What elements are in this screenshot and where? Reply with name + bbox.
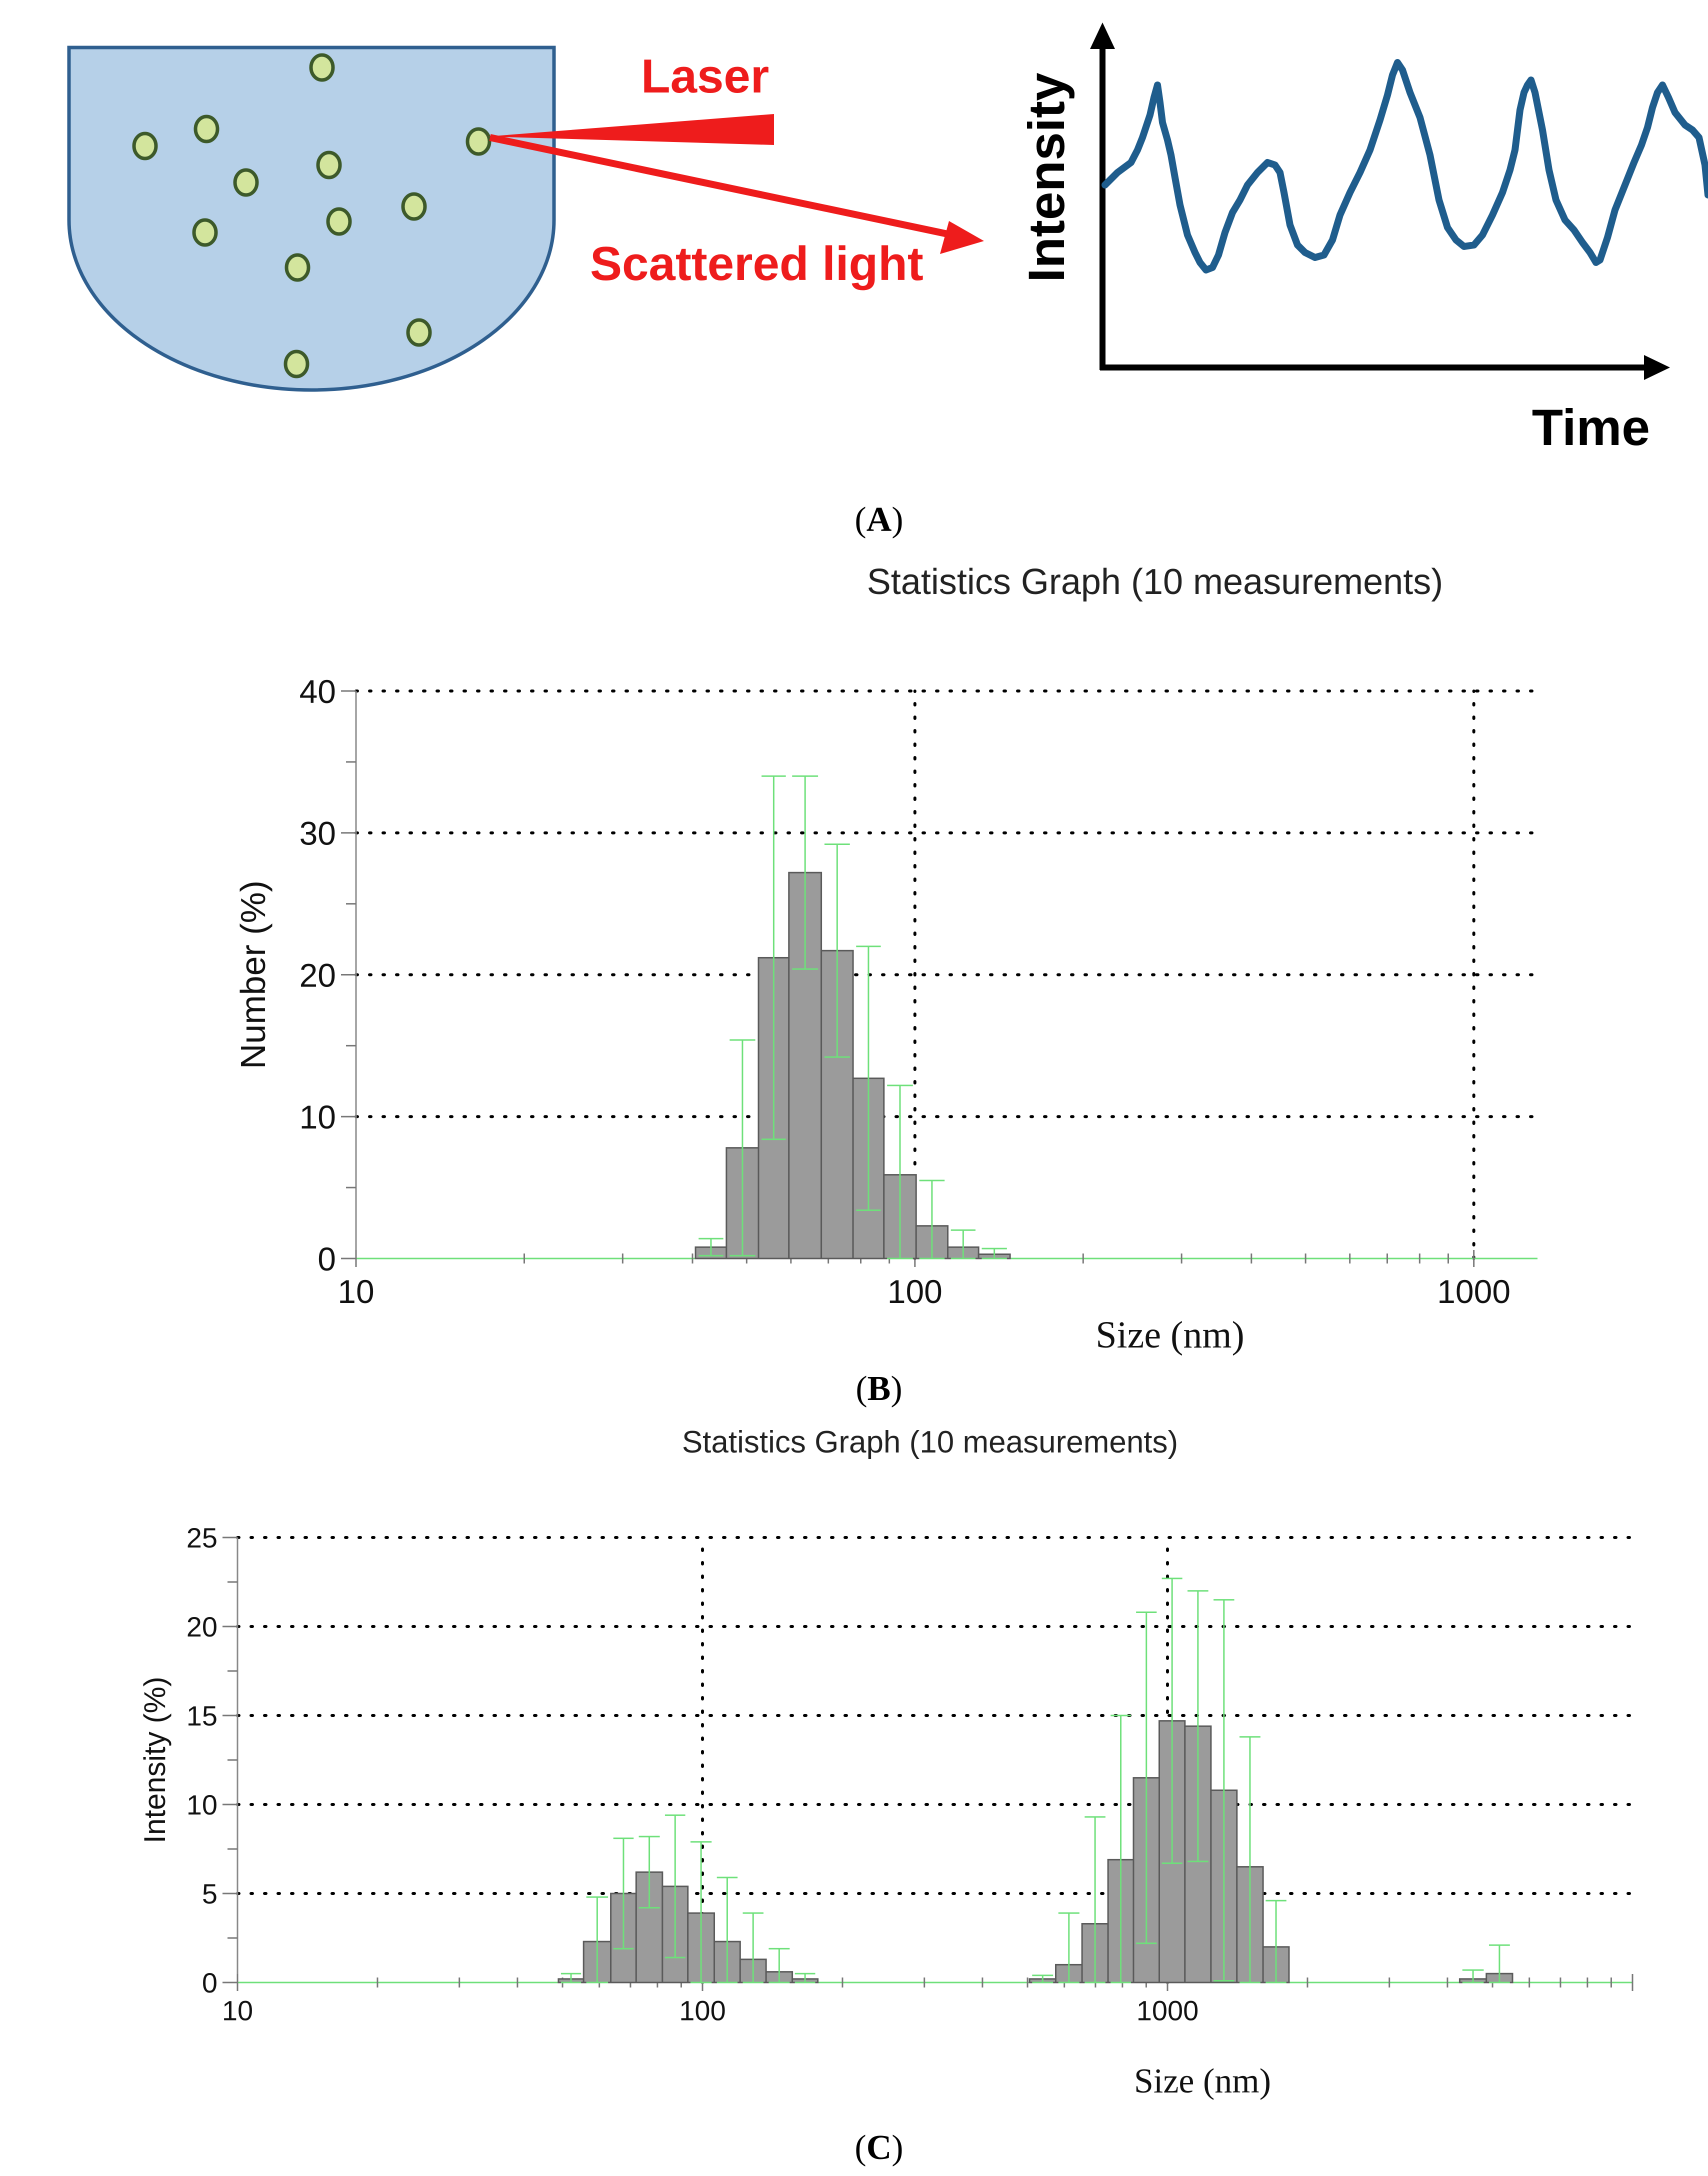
scattered-light-arrowhead [940,221,984,254]
particle [132,132,158,160]
y-tick-label: 10 [300,1098,336,1136]
time-axis-label: Time [1532,399,1650,456]
particle [326,207,352,236]
x-tick-label: 10 [222,1995,253,2026]
laser-beam [488,114,774,145]
particle [401,192,427,221]
sample-container [67,46,556,392]
y-tick-label: 25 [186,1522,218,1554]
particle [233,168,259,197]
particle [309,53,335,82]
particle [194,114,220,144]
y-tick-label: 0 [202,1967,218,1998]
particle [192,218,218,247]
scattered-light-label: Scattered light [590,237,924,290]
y-tick-label: 20 [300,956,336,994]
y-tick-label: 15 [186,1700,218,1732]
x-tick-label: 100 [888,1273,942,1310]
x-tick-label: 1000 [1136,1995,1199,2026]
intensity-axis-arrowhead [1090,22,1115,49]
y-tick-label: 5 [202,1878,218,1910]
particles-group [132,53,492,378]
intensity-axis-label: Intensity [1018,72,1075,282]
particle [284,350,310,378]
y-axis-label: Number (%) [234,880,272,1069]
x-axis-label: Size (nm) [1134,2062,1271,2100]
particle [316,150,342,180]
particle [466,127,492,156]
x-axis-label: Size (nm) [1096,1314,1244,1356]
particle [284,253,310,282]
panel-a-schematic: Laser Scattered light Intensity Time [67,22,1708,456]
panel-a-caption: (A) [854,500,903,539]
scattered-light-arrow [489,134,948,238]
y-tick-label: 30 [300,815,336,852]
chart-title: Statistics Graph (10 measurements) [867,562,1443,602]
particle [406,318,432,347]
number-distribution-chart: Statistics Graph (10 measurements)010203… [234,562,1539,1356]
x-tick-label: 100 [679,1995,726,2026]
y-tick-label: 40 [300,673,336,710]
panel-b-caption: (B) [856,1370,902,1408]
chart-title: Statistics Graph (10 measurements) [682,1425,1178,1460]
x-tick-label: 1000 [1437,1273,1510,1310]
intensity-trace [1102,59,1708,274]
x-tick-label: 10 [338,1273,374,1310]
panel-c-caption: (C) [854,2128,903,2167]
y-tick-label: 0 [318,1240,336,1278]
time-axis-arrowhead [1644,355,1670,380]
y-tick-label: 10 [186,1789,218,1820]
y-tick-label: 20 [186,1611,218,1642]
laser-label: Laser [641,50,769,103]
y-axis-label: Intensity (%) [138,1676,172,1843]
intensity-distribution-chart: Statistics Graph (10 measurements) 0 5 10 15… [138,1425,1634,2100]
histogram-bar [788,872,822,1260]
